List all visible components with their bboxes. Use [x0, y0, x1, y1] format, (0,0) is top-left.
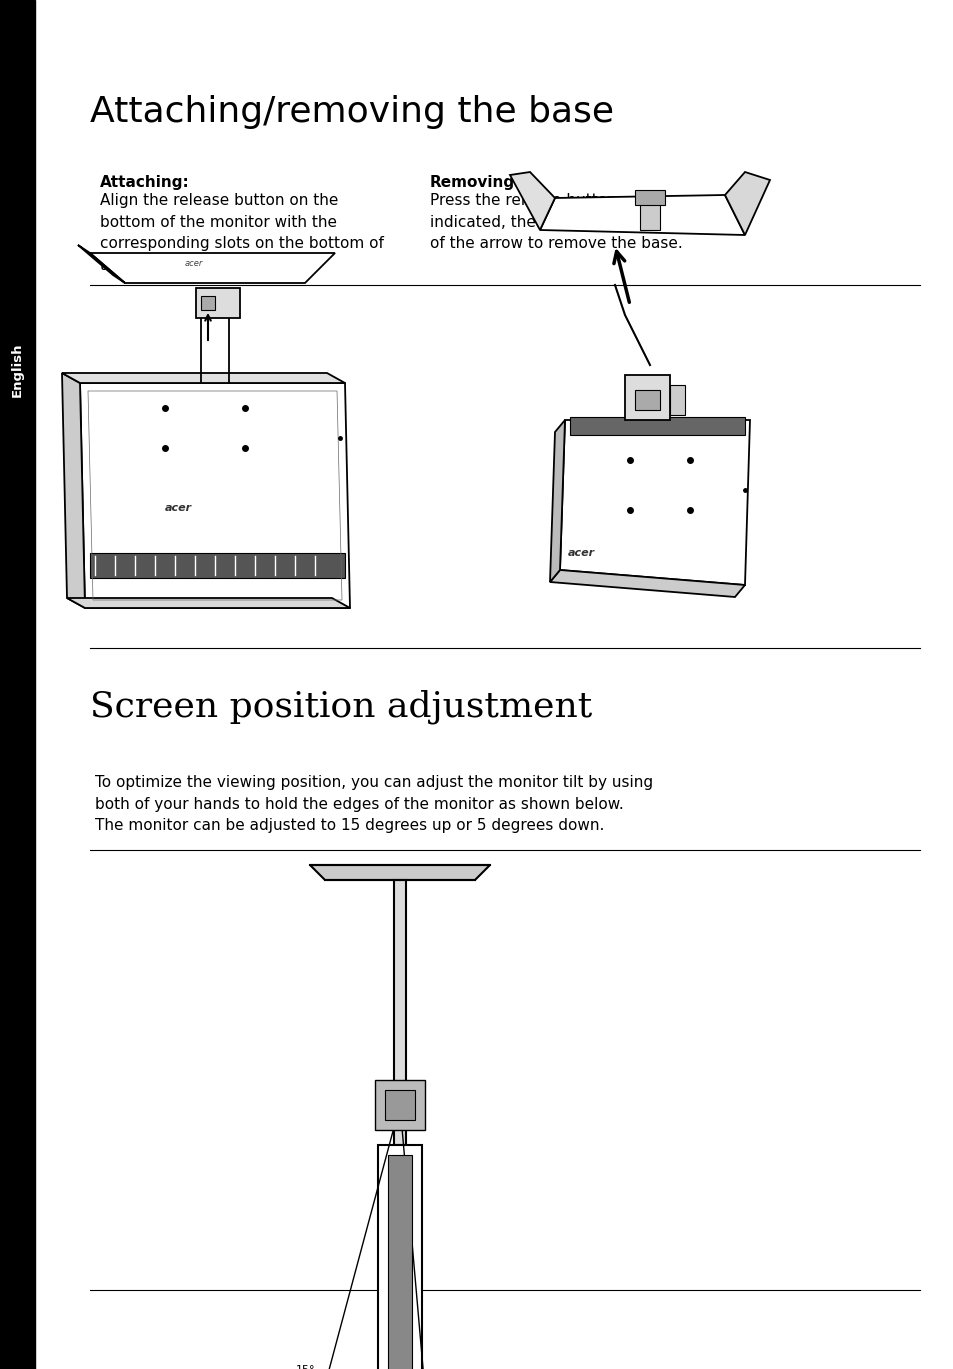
- Text: Attaching:: Attaching:: [100, 175, 190, 190]
- Polygon shape: [80, 383, 350, 608]
- Bar: [635, 190, 664, 205]
- Bar: [388, 1155, 412, 1369]
- Polygon shape: [62, 372, 85, 608]
- Polygon shape: [550, 420, 564, 582]
- Text: To optimize the viewing position, you can adjust the monitor tilt by using
both : To optimize the viewing position, you ca…: [95, 775, 653, 834]
- Polygon shape: [67, 598, 350, 608]
- Polygon shape: [310, 865, 490, 880]
- Polygon shape: [377, 1144, 421, 1369]
- Text: Align the release button on the
bottom of the monitor with the
corresponding slo: Align the release button on the bottom o…: [100, 193, 383, 272]
- Polygon shape: [559, 420, 749, 585]
- Bar: [394, 880, 406, 1144]
- Text: Screen position adjustment: Screen position adjustment: [90, 690, 592, 724]
- Bar: [90, 553, 345, 578]
- Bar: [379, 1090, 419, 1120]
- Text: acer: acer: [165, 502, 192, 513]
- Bar: [624, 375, 669, 420]
- Polygon shape: [78, 245, 125, 283]
- Bar: [639, 194, 659, 230]
- Polygon shape: [90, 253, 335, 283]
- Polygon shape: [550, 570, 744, 597]
- Text: Removing:: Removing:: [430, 175, 521, 190]
- Polygon shape: [539, 194, 744, 235]
- Text: acer: acer: [185, 259, 203, 268]
- Polygon shape: [62, 372, 345, 383]
- Bar: [669, 385, 684, 415]
- Bar: [569, 418, 744, 435]
- Text: 15°: 15°: [295, 1365, 315, 1369]
- Text: acer: acer: [567, 548, 595, 559]
- Text: Press the release button as
indicated, then pull in the direction
of the arrow t: Press the release button as indicated, t…: [430, 193, 699, 251]
- Polygon shape: [510, 172, 555, 230]
- Bar: [375, 1080, 424, 1129]
- Polygon shape: [724, 172, 769, 235]
- Text: English: English: [11, 342, 24, 397]
- Text: Attaching/removing the base: Attaching/removing the base: [90, 94, 614, 129]
- Bar: [385, 1090, 415, 1120]
- Bar: [0, 0, 35, 1369]
- Bar: [195, 287, 240, 318]
- Bar: [201, 296, 214, 309]
- Circle shape: [392, 1097, 408, 1113]
- Bar: [635, 390, 659, 409]
